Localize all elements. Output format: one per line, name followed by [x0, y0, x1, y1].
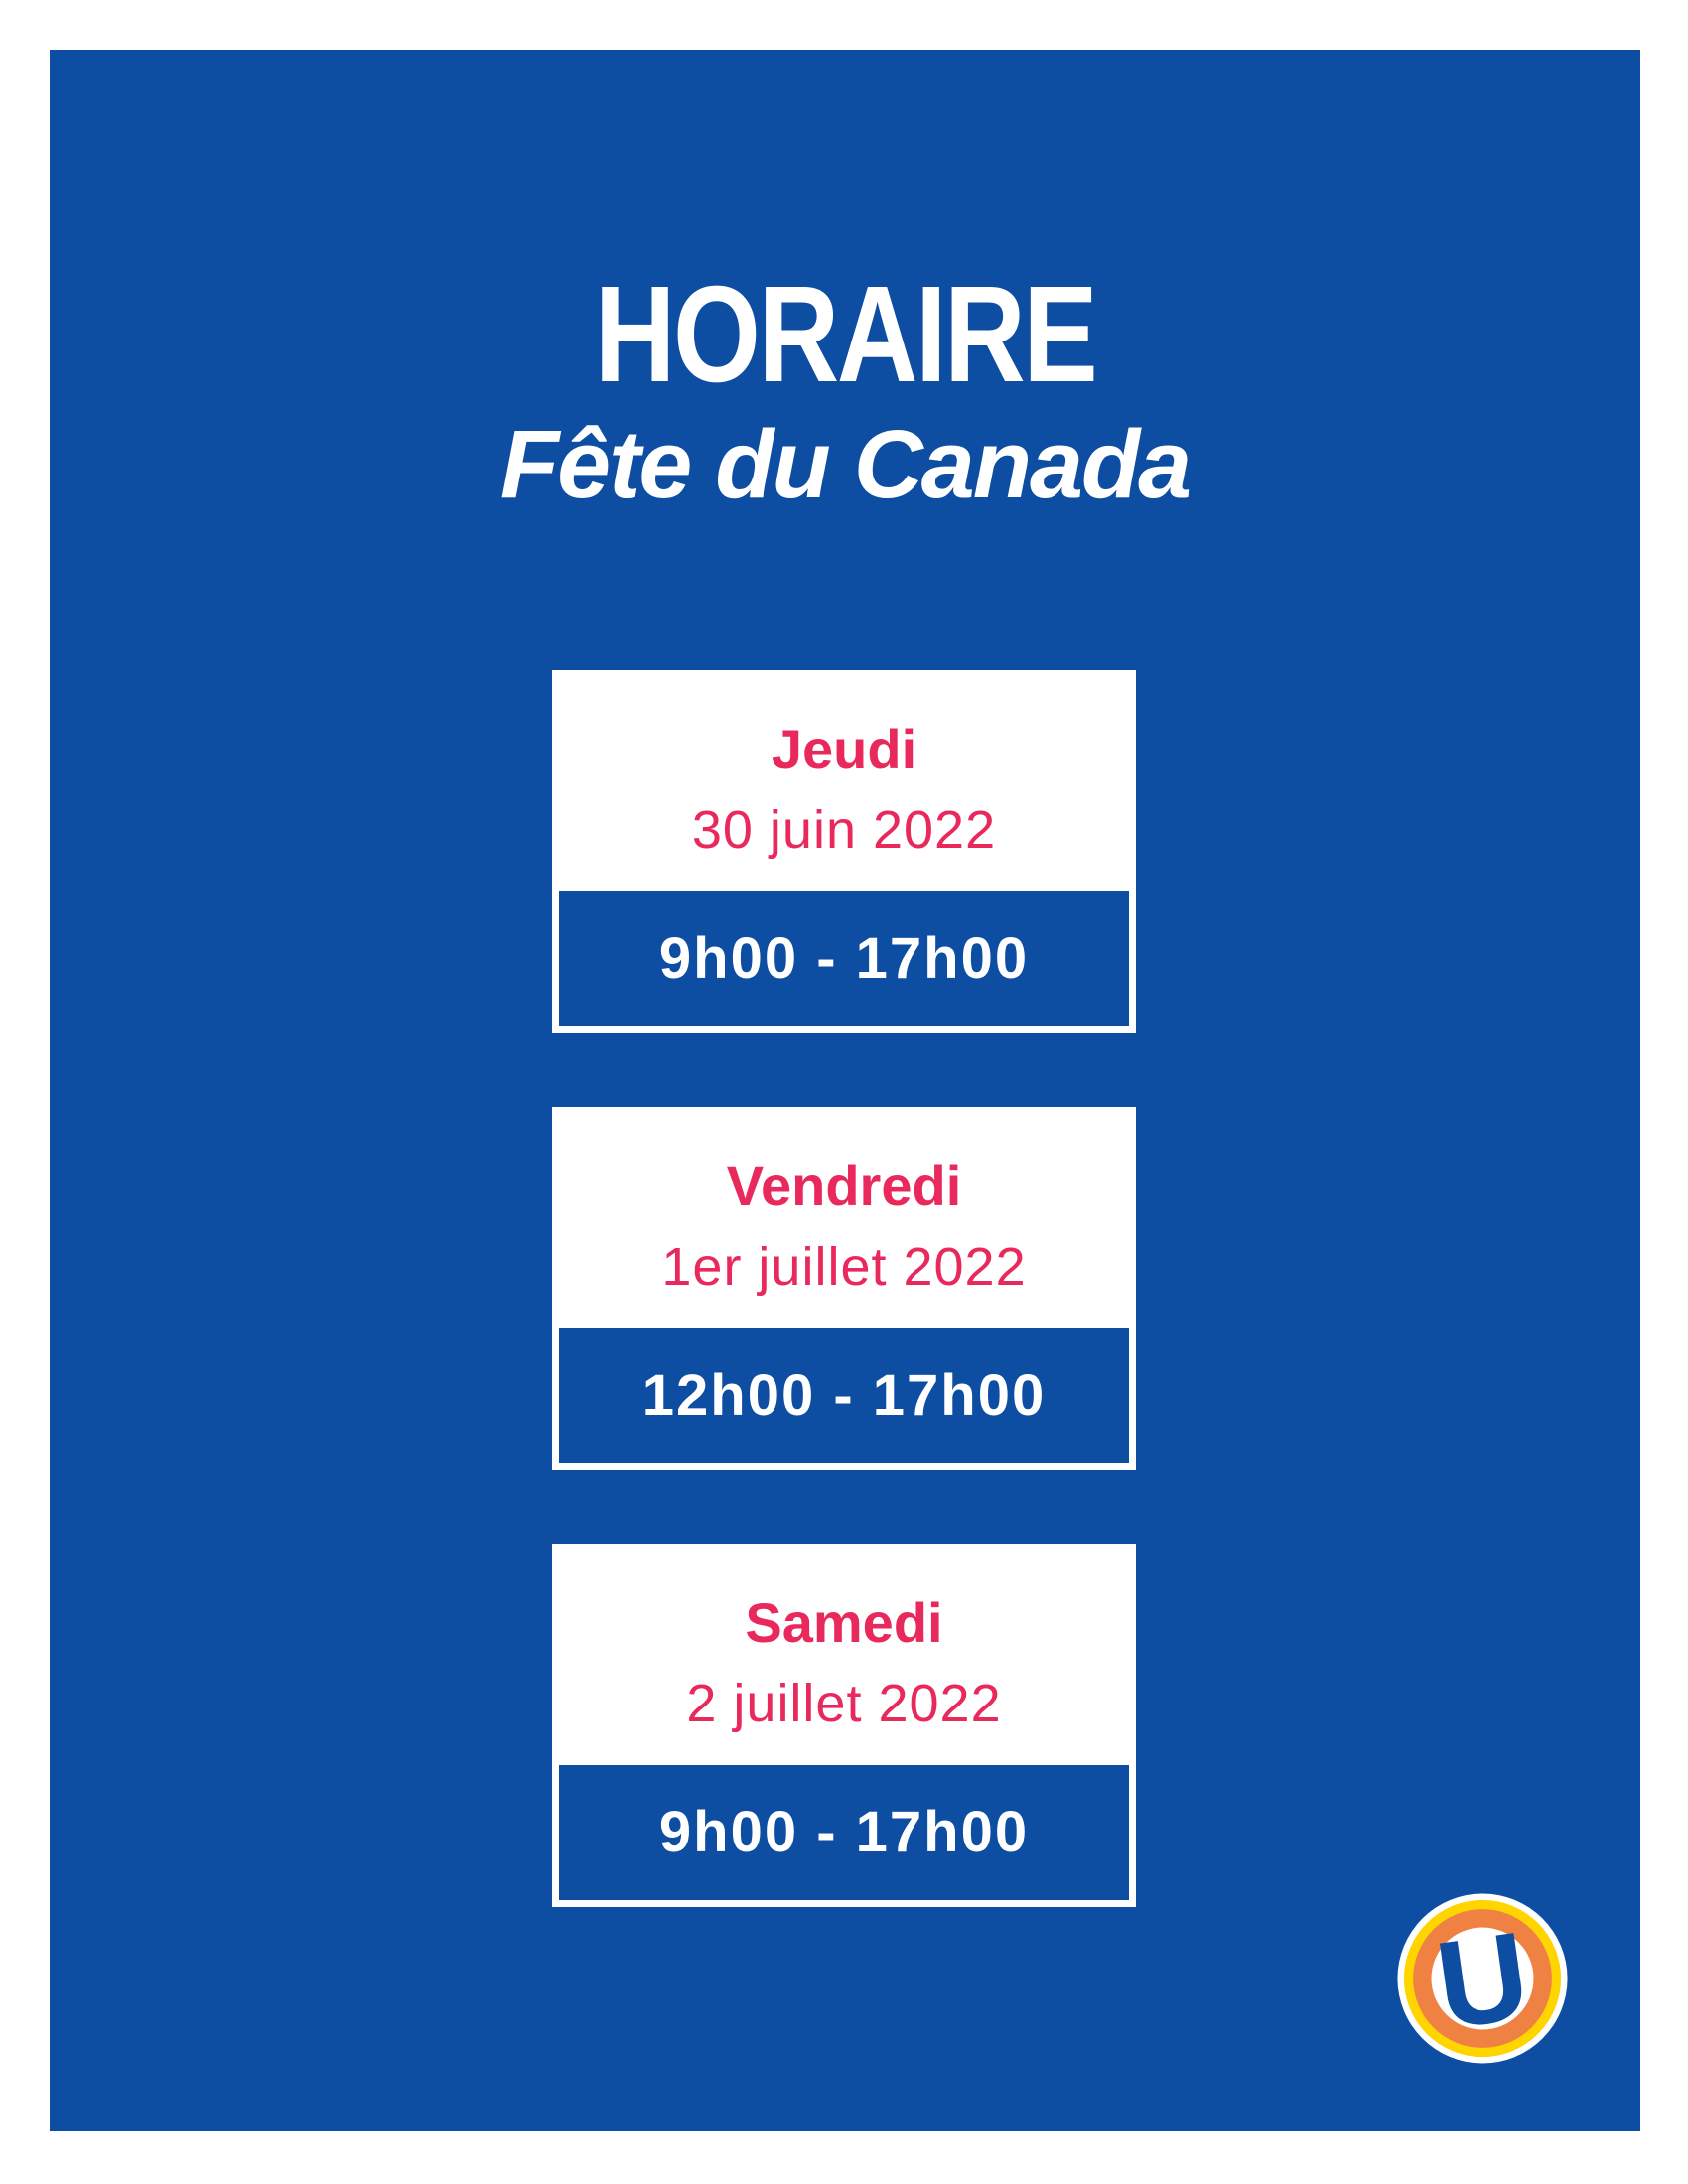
- logo-inner-disc: [1431, 1927, 1534, 2030]
- poster-subtitle: Fête du Canada: [499, 410, 1192, 518]
- day-label: Jeudi: [771, 718, 917, 780]
- hours-label: 12h00 - 17h00: [641, 1363, 1047, 1428]
- schedule-card-samedi: Samedi 2 juillet 2022 9h00 - 17h00: [552, 1544, 1136, 1907]
- date-label: 30 juin 2022: [691, 800, 997, 860]
- date-label: 2 juillet 2022: [686, 1674, 1002, 1733]
- poster-title: HORAIRE: [594, 258, 1098, 411]
- u-brand-logo-icon: U: [1391, 1887, 1574, 2070]
- poster-background: HORAIRE Fête du Canada Jeudi 30 juin 202…: [50, 50, 1640, 2131]
- logo-u-letter: U: [1429, 1905, 1537, 2055]
- day-label: Samedi: [745, 1591, 943, 1654]
- hours-label: 9h00 - 17h00: [658, 926, 1030, 991]
- schedule-card-jeudi: Jeudi 30 juin 2022 9h00 - 17h00: [552, 670, 1136, 1033]
- schedule-card-vendredi: Vendredi 1er juillet 2022 12h00 - 17h00: [552, 1107, 1136, 1470]
- hours-label: 9h00 - 17h00: [658, 1800, 1030, 1864]
- hours-band: 9h00 - 17h00: [559, 1765, 1129, 1900]
- hours-band: 12h00 - 17h00: [559, 1328, 1129, 1463]
- hours-band: 9h00 - 17h00: [559, 891, 1129, 1026]
- date-label: 1er juillet 2022: [661, 1237, 1027, 1297]
- day-label: Vendredi: [726, 1155, 962, 1217]
- u-brand-logo-svg: U: [1397, 1893, 1568, 2064]
